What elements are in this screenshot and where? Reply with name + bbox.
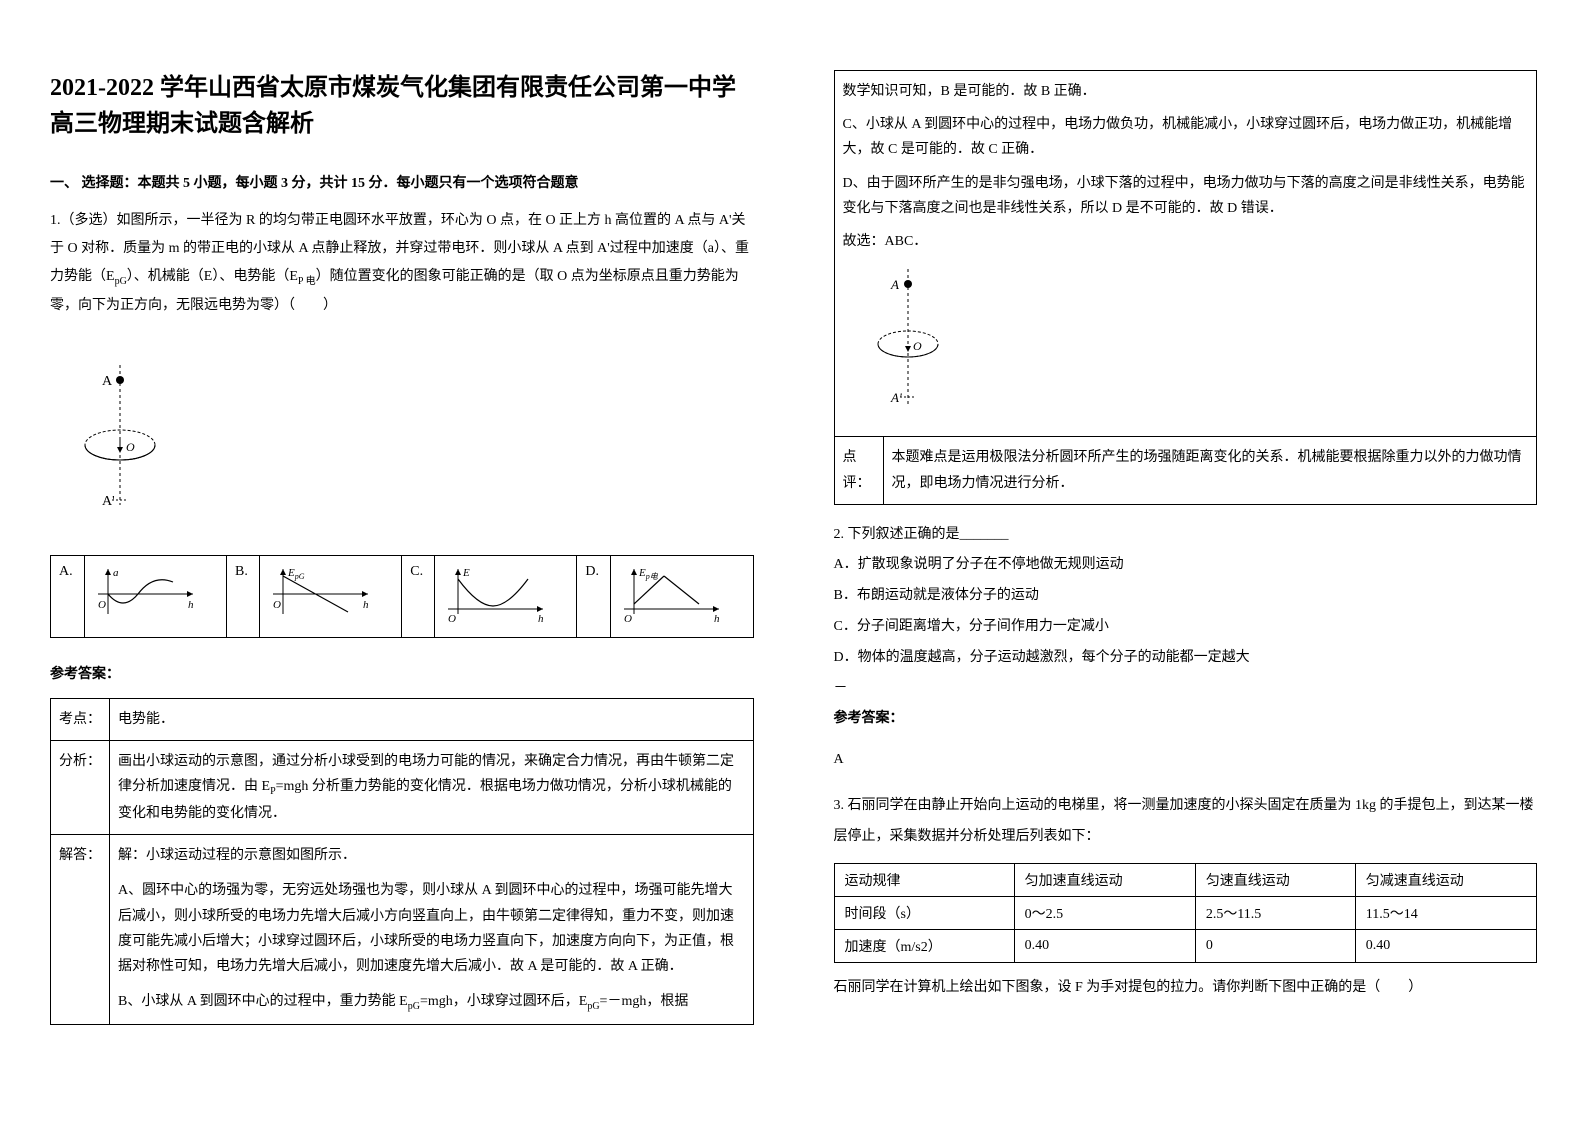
svg-text:O: O (913, 339, 922, 353)
t-h2: 匀速直线运动 (1195, 863, 1355, 896)
label-A: A (102, 374, 113, 389)
solve-B-sub2: pG (587, 1001, 599, 1012)
svg-text:O: O (273, 599, 281, 611)
svg-text:Ep电: Ep电 (638, 567, 659, 581)
cont-B: 数学知识可知，B 是可能的．故 B 正确． (843, 79, 1529, 104)
q2-optB: B．布朗运动就是液体分子的运动 (834, 581, 1538, 612)
q1-analysis-table: 考点： 电势能． 分析： 画出小球运动的示意图，通过分析小球受到的电场力可能的情… (50, 698, 754, 1025)
q3-data-table: 运动规律 匀加速直线运动 匀速直线运动 匀减速直线运动 时间段（s） 0～2.5… (834, 863, 1538, 963)
svg-text:a: a (113, 567, 119, 579)
q1-stem: 1.（多选）如图所示，一半径为 R 的均匀带正电圆环水平放置，环心为 O 点，在… (50, 207, 754, 320)
solve-text: 解：小球运动过程的示意图如图所示． A、圆环中心的场强为零，无穷远处场强也为零，… (110, 835, 754, 1025)
q2-stem: 2. 下列叙述正确的是_______ (834, 520, 1538, 551)
q2-block: 2. 下列叙述正确的是_______ A．扩散现象说明了分子在不停地做无规则运动… (834, 520, 1538, 776)
label-O: O (126, 440, 135, 454)
section-header: 一、 选择题：本题共 5 小题，每小题 3 分，共计 15 分．每小题只有一个选… (50, 172, 754, 192)
q2-optA: A．扩散现象说明了分子在不停地做无规则运动 (834, 550, 1538, 581)
t-r1c1: 0～2.5 (1014, 896, 1195, 929)
q1-mid1: ）、机械能（E）、电势能（E (127, 269, 298, 284)
q2-ans: A (834, 745, 1538, 776)
solve-B-mid: =mgh，小球穿过圆环后，E (420, 994, 587, 1009)
t-r1c2: 2.5～11.5 (1195, 896, 1355, 929)
opt-B-label: B. (227, 555, 260, 637)
svg-text:A: A (890, 277, 899, 292)
q1-options-table: A. a h O B. (50, 555, 754, 638)
opt-C-label: C. (402, 555, 435, 637)
opt-B-graph: EpG h O (259, 555, 401, 637)
t-h1: 匀加速直线运动 (1014, 863, 1195, 896)
analyze-label: 分析： (51, 740, 110, 834)
t-r2c3: 0.40 (1355, 929, 1536, 962)
solve-B-1: B、小球从 A 到圆环中心的过程中，重力势能 E (118, 994, 408, 1009)
page-title: 2021-2022 学年山西省太原市煤炭气化集团有限责任公司第一中学高三物理期末… (50, 70, 754, 142)
solve-B: B、小球从 A 到圆环中心的过程中，重力势能 EpG=mgh，小球穿过圆环后，E… (118, 989, 745, 1016)
q1-sub1: pG (115, 276, 127, 287)
solution-figure: A O A' (863, 264, 1529, 423)
q2-optC: C．分子间距离增大，分子间作用力一定减小 (834, 612, 1538, 643)
svg-text:EpG: EpG (287, 567, 305, 581)
ring-svg: A O A' (70, 355, 190, 515)
svg-text:h: h (538, 613, 544, 624)
t-r2c1: 0.40 (1014, 929, 1195, 962)
point-text: 电势能． (110, 698, 754, 740)
solve-intro: 解：小球运动过程的示意图如图所示． (118, 843, 745, 868)
t-h0: 运动规律 (834, 863, 1014, 896)
cont-C: C、小球从 A 到圆环中心的过程中，电场力做负功，机械能减小，小球穿过圆环后，电… (843, 112, 1529, 162)
solve-B-end: =－mgh，根据 (600, 994, 689, 1009)
t-h3: 匀减速直线运动 (1355, 863, 1536, 896)
opt-D-graph: Ep电 h O (610, 555, 753, 637)
t-r1c0: 时间段（s） (834, 896, 1014, 929)
q1-answer-header: 参考答案： (50, 663, 754, 683)
review-text: 本题难点是运用极限法分析圆环所产生的场强随距离变化的关系．机械能要根据除重力以外… (884, 437, 1538, 504)
label-Aprime: A' (102, 494, 115, 509)
svg-text:O: O (448, 613, 456, 624)
solve-A: A、圆环中心的场强为零，无穷远处场强也为零，则小球从 A 到圆环中心的过程中，场… (118, 878, 745, 979)
q1-figure: A O A' (50, 345, 754, 530)
q2-optD: D．物体的温度越高，分子运动越激烈，每个分子的动能都一定越大 (834, 643, 1538, 674)
cont-D: D、由于圆环所产生的是非匀强电场，小球下落的过程中，电场力做功与下落的高度之间是… (843, 171, 1529, 221)
svg-text:h: h (188, 599, 194, 611)
svg-text:O: O (624, 613, 632, 624)
svg-text:O: O (98, 599, 106, 611)
q3-block: 3. 石丽同学在由静止开始向上运动的电梯里，将一测量加速度的小探头固定在质量为 … (834, 791, 1538, 1003)
opt-D-label: D. (577, 555, 611, 637)
q2-ans-header: 参考答案： (834, 704, 1538, 735)
svg-text:E: E (462, 567, 470, 579)
opt-A-graph: a h O (84, 555, 226, 637)
svg-text:h: h (714, 613, 720, 624)
t-r2c0: 加速度（m/s2） (834, 929, 1014, 962)
q3-end: 石丽同学在计算机上绘出如下图象，设 F 为手对提包的拉力。请你判断下图中正确的是… (834, 973, 1538, 1004)
svg-text:h: h (363, 599, 369, 611)
q2-dash: － (834, 674, 1538, 705)
review-row: 点评： 本题难点是运用极限法分析圆环所产生的场强随距离变化的关系．机械能要根据除… (834, 437, 1538, 504)
opt-C-graph: E h O (434, 555, 576, 637)
q3-stem: 3. 石丽同学在由静止开始向上运动的电梯里，将一测量加速度的小探头固定在质量为 … (834, 791, 1538, 853)
q1-sub2: P 电 (298, 276, 316, 287)
analyze-text: 画出小球运动的示意图，通过分析小球受到的电场力可能的情况，来确定合力情况，再由牛… (110, 740, 754, 834)
opt-A-label: A. (51, 555, 85, 637)
continuation-box: 数学知识可知，B 是可能的．故 B 正确． C、小球从 A 到圆环中心的过程中，… (834, 70, 1538, 437)
solve-label: 解答： (51, 835, 110, 1025)
solve-B-sub: pG (408, 1001, 420, 1012)
t-r1c3: 11.5～14 (1355, 896, 1536, 929)
cont-answer: 故选：ABC． (843, 229, 1529, 254)
review-label: 点评： (834, 437, 884, 504)
point-label: 考点： (51, 698, 110, 740)
t-r2c2: 0 (1195, 929, 1355, 962)
